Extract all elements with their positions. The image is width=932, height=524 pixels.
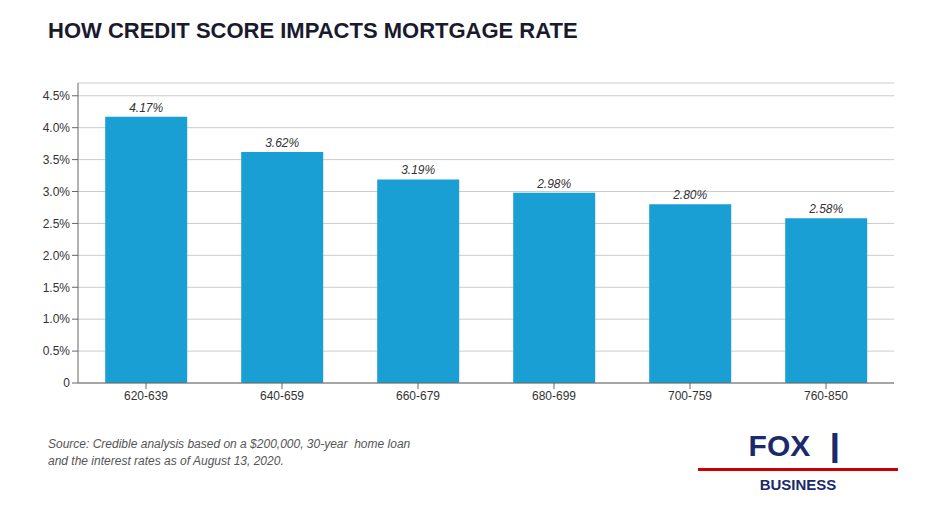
svg-text:620-639: 620-639 bbox=[124, 389, 168, 403]
html-text:Source: Credible analysis base: Source: Credible analysis based on a $20… bbox=[48, 437, 411, 468]
svg-text:680-699: 680-699 bbox=[532, 389, 576, 403]
svg-text:2.80%: 2.80% bbox=[672, 188, 707, 202]
html-text:HOW CREDIT SCORE IMPACTS MORTG: HOW CREDIT SCORE IMPACTS MORTGAGE RATE bbox=[48, 18, 578, 43]
svg-text:660-679: 660-679 bbox=[396, 389, 440, 403]
svg-text:2.98%: 2.98% bbox=[536, 177, 571, 191]
svg-text:0: 0 bbox=[63, 376, 70, 390]
svg-text:640-659: 640-659 bbox=[260, 389, 304, 403]
svg-text:4.0%: 4.0% bbox=[43, 121, 71, 135]
svg-text:4.5%: 4.5% bbox=[43, 89, 71, 103]
svg-text:4.17%: 4.17% bbox=[129, 101, 163, 115]
svg-text:3.62%: 3.62% bbox=[265, 136, 299, 150]
svg-text:2.58%: 2.58% bbox=[808, 202, 843, 216]
svg-text:700-759: 700-759 bbox=[668, 389, 712, 403]
svg-text:3.5%: 3.5% bbox=[43, 153, 71, 167]
html-text:FOX ❙: FOX ❙ bbox=[748, 429, 848, 462]
svg-text:3.0%: 3.0% bbox=[43, 185, 71, 199]
svg-text:3.19%: 3.19% bbox=[401, 163, 435, 177]
svg-text:1.0%: 1.0% bbox=[43, 312, 71, 326]
svg-text:1.5%: 1.5% bbox=[43, 281, 71, 295]
svg-text:2.5%: 2.5% bbox=[43, 217, 71, 231]
svg-text:0.5%: 0.5% bbox=[43, 344, 71, 358]
html-text:BUSINESS: BUSINESS bbox=[759, 476, 837, 493]
svg-text:760-850: 760-850 bbox=[804, 389, 848, 403]
svg-text:2.0%: 2.0% bbox=[43, 249, 71, 263]
